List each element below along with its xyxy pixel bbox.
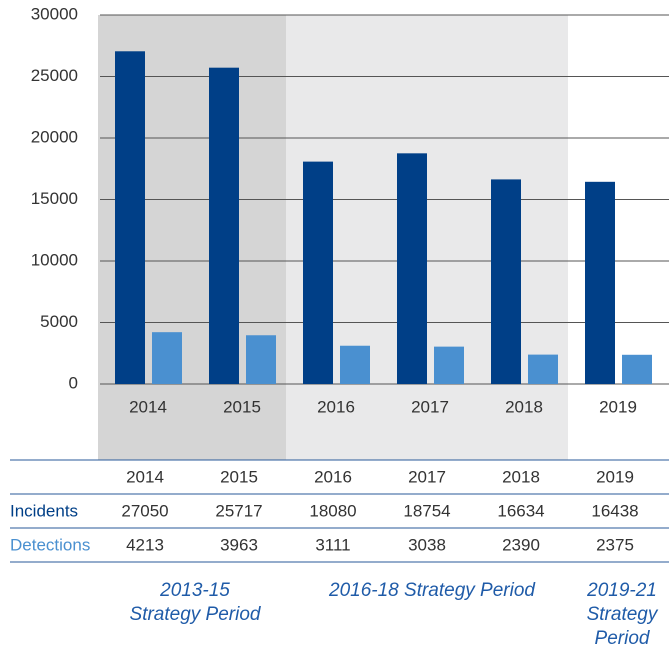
bar bbox=[528, 354, 558, 384]
y-tick-label: 5000 bbox=[40, 312, 78, 331]
table-header: 2014 bbox=[126, 467, 164, 486]
table-header: 2018 bbox=[502, 467, 540, 486]
bar bbox=[434, 346, 464, 384]
legend-label: Detections bbox=[10, 535, 90, 554]
period-label: Strategy bbox=[587, 604, 659, 625]
table-header: 2019 bbox=[596, 467, 634, 486]
table-cell: 3963 bbox=[220, 535, 258, 554]
y-tick-label: 20000 bbox=[31, 127, 78, 146]
x-tick-label: 2019 bbox=[599, 397, 637, 416]
table-cell: 25717 bbox=[215, 501, 262, 520]
period-label: 2013-15 bbox=[159, 580, 230, 601]
table-cell: 4213 bbox=[126, 535, 164, 554]
table-cell: 18754 bbox=[403, 501, 450, 520]
period-label: 2016-18 Strategy Period bbox=[328, 580, 536, 601]
x-tick-label: 2016 bbox=[317, 397, 355, 416]
bar bbox=[246, 335, 276, 384]
bar bbox=[152, 332, 182, 384]
bar bbox=[340, 345, 370, 384]
bar bbox=[209, 67, 239, 384]
table-cell: 3111 bbox=[315, 535, 350, 554]
table-cell: 16438 bbox=[591, 501, 638, 520]
y-tick-label: 15000 bbox=[31, 189, 78, 208]
period-label: Strategy Period bbox=[130, 604, 262, 625]
y-tick-label: 25000 bbox=[31, 66, 78, 85]
y-tick-label: 30000 bbox=[31, 4, 78, 23]
table-cell: 2390 bbox=[502, 535, 540, 554]
bar bbox=[397, 153, 427, 384]
y-tick-label: 10000 bbox=[31, 250, 78, 269]
bar bbox=[491, 179, 521, 384]
table-cell: 3038 bbox=[408, 535, 446, 554]
legend-label: Incidents bbox=[10, 501, 78, 520]
table-cell: 27050 bbox=[121, 501, 168, 520]
period-label: 2019-21 bbox=[586, 580, 657, 601]
table-header: 2017 bbox=[408, 467, 446, 486]
bar bbox=[303, 161, 333, 384]
table-cell: 2375 bbox=[596, 535, 634, 554]
x-tick-label: 2017 bbox=[411, 397, 449, 416]
table-cell: 16634 bbox=[497, 501, 544, 520]
period-shade bbox=[568, 15, 669, 460]
x-tick-label: 2018 bbox=[505, 397, 543, 416]
table-cell: 18080 bbox=[309, 501, 356, 520]
bar bbox=[622, 354, 652, 384]
bar bbox=[115, 51, 145, 384]
table-header: 2015 bbox=[220, 467, 258, 486]
period-label: Period bbox=[595, 628, 651, 649]
x-tick-label: 2014 bbox=[129, 397, 167, 416]
y-tick-label: 0 bbox=[69, 373, 78, 392]
x-tick-label: 2015 bbox=[223, 397, 261, 416]
table-header: 2016 bbox=[314, 467, 352, 486]
bar bbox=[585, 181, 615, 384]
